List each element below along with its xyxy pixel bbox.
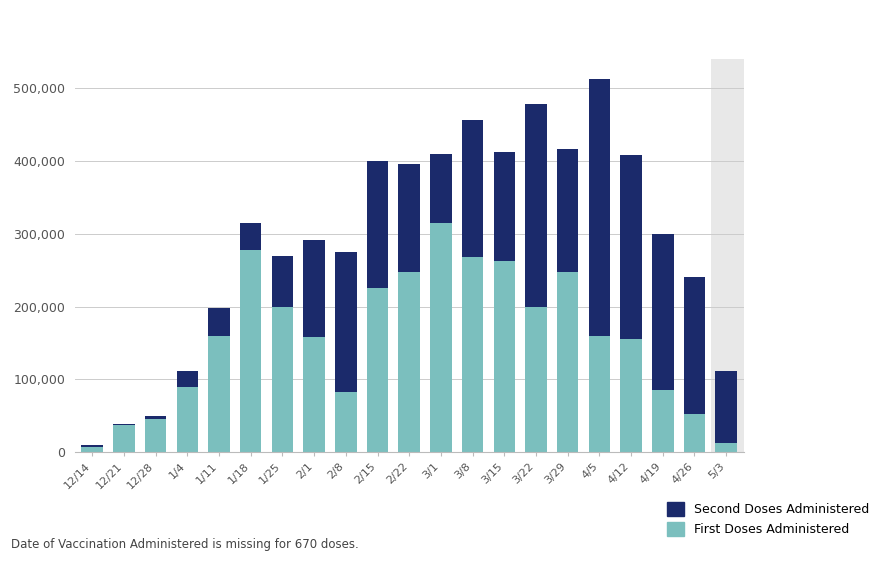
Bar xyxy=(494,262,515,452)
Bar xyxy=(620,340,642,452)
Bar xyxy=(240,223,261,250)
Text: Doses Administered by Week - NC Providers: Doses Administered by Week - NC Provider… xyxy=(11,14,425,32)
Bar xyxy=(589,336,610,452)
Bar xyxy=(715,444,737,452)
Bar xyxy=(272,255,293,307)
Bar xyxy=(715,371,737,444)
Bar xyxy=(430,223,451,452)
Bar xyxy=(652,234,673,390)
Bar xyxy=(177,371,198,386)
Bar xyxy=(684,414,705,452)
Bar xyxy=(114,424,135,425)
Bar xyxy=(145,416,166,419)
Bar xyxy=(399,164,420,272)
Bar xyxy=(82,445,103,447)
Bar xyxy=(114,425,135,452)
Bar xyxy=(589,79,610,336)
Bar xyxy=(367,288,388,452)
Bar xyxy=(145,419,166,452)
Bar xyxy=(367,161,388,288)
Bar xyxy=(652,390,673,452)
Bar xyxy=(335,252,356,392)
Bar xyxy=(684,277,705,414)
Bar xyxy=(525,307,546,452)
Bar xyxy=(494,153,515,262)
Bar xyxy=(240,250,261,452)
Bar xyxy=(430,154,451,223)
Bar xyxy=(304,240,325,337)
Bar xyxy=(304,337,325,452)
Bar xyxy=(557,150,578,272)
Bar xyxy=(462,120,483,257)
Bar xyxy=(177,386,198,452)
Bar xyxy=(711,59,749,452)
Bar xyxy=(335,392,356,452)
Bar xyxy=(462,257,483,452)
Bar xyxy=(525,105,546,307)
Text: Date of Vaccination Administered is missing for 670 doses.: Date of Vaccination Administered is miss… xyxy=(11,538,359,551)
Legend: Second Doses Administered, First Doses Administered: Second Doses Administered, First Doses A… xyxy=(667,502,869,536)
Bar xyxy=(209,336,230,452)
Bar xyxy=(557,272,578,452)
Bar xyxy=(209,308,230,336)
Bar xyxy=(399,272,420,452)
Bar xyxy=(620,155,642,340)
Bar xyxy=(82,447,103,452)
Bar xyxy=(272,307,293,452)
